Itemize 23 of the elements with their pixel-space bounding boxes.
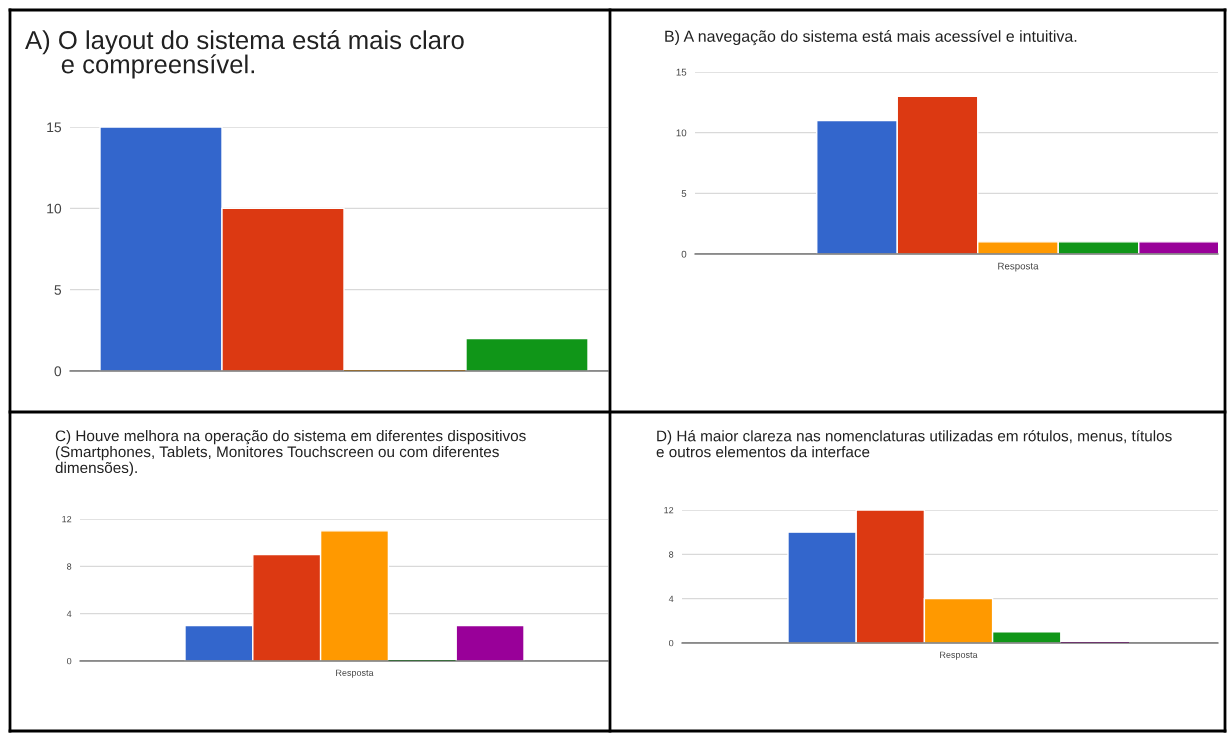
x-tick-label: Resposta <box>998 262 1039 272</box>
chart-title: A) O layout do sistema está mais claro e compreensível. <box>25 30 464 79</box>
y-tick-label: 8 <box>67 563 72 570</box>
y-tick-label: 4 <box>668 595 674 602</box>
y-tick-label: 0 <box>681 250 687 258</box>
y-tick-label: 10 <box>47 203 62 214</box>
chart-title: C) Houve melhora na operação do sistema em diferentes dispositivos (Smartphones, Tablets, Monitores Touchscreen ou com diferentes dimensões). <box>55 430 526 477</box>
x-tick-label: Resposta <box>336 669 374 678</box>
y-tick-label: 15 <box>47 122 62 133</box>
x-tick-label: Resposta <box>940 651 978 660</box>
y-tick-label: 10 <box>676 129 687 137</box>
y-tick-label: 12 <box>62 515 72 523</box>
y-tick-label: 5 <box>681 190 687 197</box>
y-tick-label: 0 <box>67 657 72 665</box>
y-tick-label: 0 <box>54 366 62 377</box>
y-tick-label: 4 <box>66 610 72 617</box>
y-tick-label: 5 <box>54 285 62 295</box>
y-tick-label: 0 <box>669 639 674 647</box>
y-tick-label: 12 <box>664 506 674 514</box>
chart-title: D) Há maior clareza nas nomenclaturas utilizadas em rótulos, menus, títulos e outros elementos da interface <box>656 429 1172 458</box>
y-tick-label: 15 <box>676 68 687 76</box>
chart-title: B) A navegação do sistema está mais acessível e intuitiva. <box>665 30 1077 46</box>
y-tick-label: 8 <box>669 551 674 558</box>
